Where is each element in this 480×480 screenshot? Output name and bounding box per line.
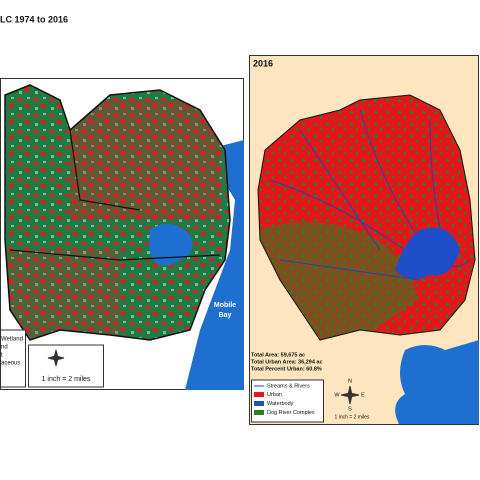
water bbox=[395, 340, 479, 424]
year-label: 2016 bbox=[253, 58, 273, 68]
water-label: Bay bbox=[219, 312, 232, 319]
compass-letter: E bbox=[361, 392, 365, 398]
legend-item: nd bbox=[1, 345, 8, 351]
legend-swatch bbox=[254, 392, 264, 397]
watershed bbox=[5, 85, 230, 340]
scale-text: 1 inch = 2 miles bbox=[335, 414, 370, 420]
title: LC 1974 to 2016 bbox=[0, 14, 68, 24]
legend-item: aceous bbox=[1, 361, 20, 367]
legend-item: Dog River Complex bbox=[267, 410, 315, 416]
compass-icon bbox=[340, 385, 360, 405]
legend-item: Urban bbox=[267, 392, 282, 398]
legend-box bbox=[0, 329, 26, 388]
scale-text: 1 inch = 2 miles bbox=[42, 376, 91, 383]
compass-icon bbox=[47, 349, 65, 367]
stat: Total Percent Urban: 60.8% bbox=[251, 366, 322, 372]
stat: Total Urban Area: 36,294 ac bbox=[251, 359, 323, 365]
compass-letter: N bbox=[348, 378, 352, 384]
water-label: Mobile bbox=[214, 302, 236, 309]
right-map: 2016 Total Area: 59,675 ac Total Urban A… bbox=[249, 55, 479, 425]
compass-letter: S bbox=[348, 406, 352, 412]
stat: Total Area: 59,675 ac bbox=[251, 352, 305, 358]
legend-item: Wetland bbox=[1, 337, 23, 343]
legend-swatch bbox=[254, 401, 264, 406]
scale-box bbox=[28, 344, 104, 388]
left-map: Mobile Bay Wetland nd t aceous 1 inch = … bbox=[0, 78, 244, 390]
legend-item: Streams & Rivers bbox=[267, 383, 310, 389]
legend-swatch bbox=[254, 410, 264, 415]
legend-item: t bbox=[1, 353, 3, 359]
water bbox=[185, 140, 244, 390]
compass-letter: W bbox=[334, 392, 340, 398]
legend-item: Waterbody bbox=[267, 401, 294, 407]
